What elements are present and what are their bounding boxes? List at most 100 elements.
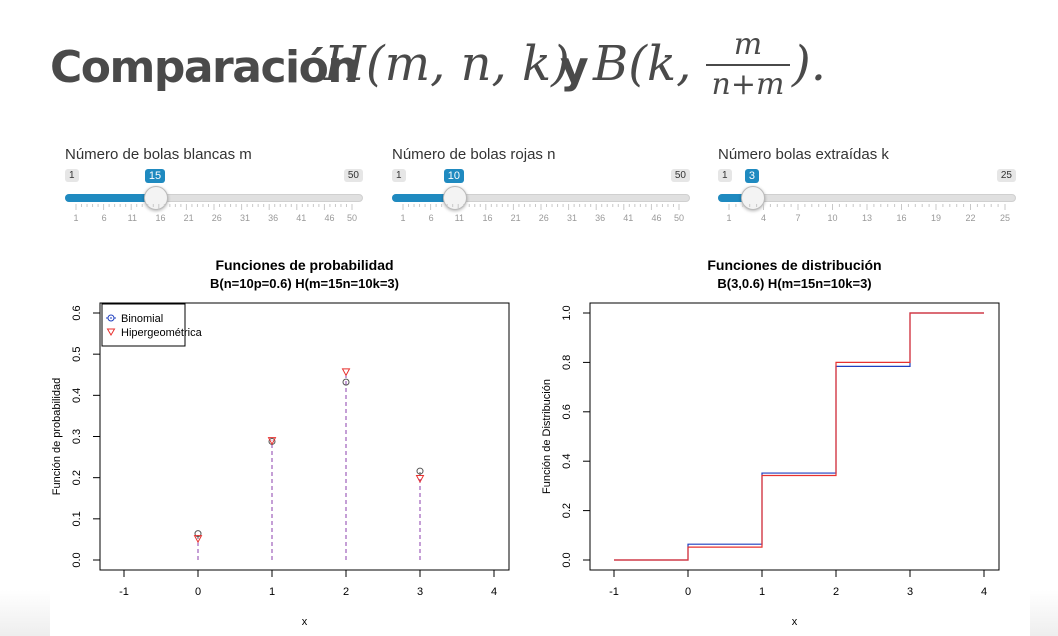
legend-hypergeometric-marker xyxy=(106,328,116,336)
x-tick-label: 2 xyxy=(833,586,839,598)
y-tick-label: 0.8 xyxy=(561,355,573,370)
y-axis-label: Función de probabilidad xyxy=(51,378,63,495)
slider-tick-label: 1 xyxy=(400,213,405,223)
slider-value: 10 xyxy=(443,169,465,183)
legend-hypergeometric-label: Hipergeométrica xyxy=(121,327,203,339)
title-word-comparacion: Comparación xyxy=(50,42,359,93)
hypergeometric-point xyxy=(341,368,351,377)
slider-tick-label: 50 xyxy=(674,213,684,223)
slider-tick-label: 26 xyxy=(212,213,222,223)
slider-label: Número de bolas blancas m xyxy=(65,146,252,163)
chart-subtitle: B(n=10p=0.6) H(m=15n=10k=3) xyxy=(210,276,399,291)
slider-tick-label: 31 xyxy=(240,213,250,223)
slider-tick-label: 41 xyxy=(296,213,306,223)
slider-tick-label: 22 xyxy=(965,213,975,223)
binomial-point xyxy=(194,530,202,538)
slider-ticks: 1 6 11 16 21 26 31 36 41 46 50 xyxy=(400,204,684,223)
slider-ticks: 1 4 7 10 13 16 19 22 25 xyxy=(726,204,1010,223)
title-fraction: m n+m xyxy=(706,28,790,102)
slider-extracted-balls[interactable]: Número bolas extraídas k 1 25 3 1 4 7 10 13 1… xyxy=(718,146,1016,226)
slider-tick-label: 50 xyxy=(347,213,357,223)
slider-value: 15 xyxy=(144,169,166,183)
slider-value: 3 xyxy=(744,169,760,183)
page-shade-left xyxy=(0,590,50,636)
slider-tick-label: 36 xyxy=(595,213,605,223)
slider-tick-label: 4 xyxy=(761,213,766,223)
slider-max: 50 xyxy=(670,169,690,182)
x-tick-label: 3 xyxy=(907,586,913,598)
y-tick-label: 0.1 xyxy=(71,511,83,526)
slider-fill xyxy=(392,194,454,202)
slider-tick-label: 6 xyxy=(102,213,107,223)
title-math-binomial: B(k, xyxy=(593,36,692,92)
x-tick-label: -1 xyxy=(609,586,619,598)
slider-tick-label: 36 xyxy=(268,213,278,223)
slider-tick-label: 21 xyxy=(184,213,194,223)
legend-binomial-label: Binomial xyxy=(121,313,163,325)
title-math-hypergeometric: H(m, n, k) xyxy=(324,36,570,92)
slider-handle[interactable] xyxy=(740,186,765,210)
slider-max: 50 xyxy=(343,169,363,182)
slider-tick-label: 7 xyxy=(795,213,800,223)
hypergeometric-point xyxy=(193,535,203,544)
hypergeometric-cdf-line xyxy=(614,312,984,561)
y-tick-label: 1.0 xyxy=(561,305,573,320)
slider-label: Número bolas extraídas k xyxy=(718,146,889,163)
hypergeometric-point xyxy=(415,474,425,484)
x-tick-label: 1 xyxy=(269,586,275,598)
slider-tick-label: 16 xyxy=(155,213,165,223)
y-tick-label: 0.5 xyxy=(71,347,83,362)
slider-tick-label: 31 xyxy=(567,213,577,223)
binomial-cdf-line xyxy=(614,312,984,561)
y-axis-label: Función de Distribución xyxy=(541,379,553,494)
slider-tick-label: 6 xyxy=(429,213,434,223)
y-tick-label: 0.0 xyxy=(71,552,83,567)
page-shade-right xyxy=(1030,590,1058,636)
x-tick-label: 2 xyxy=(343,586,349,598)
y-tick-label: 0.4 xyxy=(71,388,83,403)
slider-tick-label: 46 xyxy=(324,213,334,223)
slider-fill xyxy=(718,194,752,202)
slider-ticks: 1 6 11 16 21 26 31 36 41 46 50 xyxy=(73,204,357,223)
slider-tick-label: 41 xyxy=(623,213,633,223)
slider-max: 25 xyxy=(996,169,1016,182)
hypergeometric-point xyxy=(267,437,277,446)
slider-tick-label: 1 xyxy=(73,213,78,223)
slider-tick-label: 26 xyxy=(539,213,549,223)
slider-tick-label: 1 xyxy=(726,213,731,223)
slider-white-balls[interactable]: Número de bolas blancas m 1 50 15 1 6 11 16… xyxy=(65,146,363,226)
y-tick-label: 0.0 xyxy=(561,552,573,567)
y-tick-label: 0.6 xyxy=(71,305,83,320)
legend-box xyxy=(101,303,186,347)
slider-handle[interactable] xyxy=(143,186,168,210)
chart-subtitle: B(3,0.6) H(m=15n=10k=3) xyxy=(717,276,871,291)
slider-tick-label: 11 xyxy=(455,213,464,223)
slider-min: 1 xyxy=(65,169,79,182)
binomial-point xyxy=(416,467,424,475)
x-tick-label: 0 xyxy=(685,586,691,598)
slider-tick-label: 25 xyxy=(1000,213,1010,223)
slider-tick-label: 11 xyxy=(128,213,137,223)
slider-fill xyxy=(65,194,155,202)
fraction-bar xyxy=(706,64,790,66)
x-axis-label: x xyxy=(792,616,798,628)
y-tick-label: 0.2 xyxy=(71,470,83,485)
title-word-y: y xyxy=(560,42,589,93)
x-tick-label: 4 xyxy=(981,586,987,598)
slider-min: 1 xyxy=(392,169,406,182)
y-tick-label: 0.4 xyxy=(561,454,573,469)
slider-tick-label: 16 xyxy=(482,213,492,223)
chart-title: Funciones de distribución xyxy=(707,257,881,273)
slider-tick-label: 21 xyxy=(511,213,521,223)
chart-title: Funciones de probabilidad xyxy=(215,257,393,273)
y-tick-label: 0.2 xyxy=(561,503,573,518)
slider-tick-label: 19 xyxy=(931,213,941,223)
binomial-point xyxy=(342,378,350,386)
slider-tick-label: 46 xyxy=(651,213,661,223)
x-axis-label: x xyxy=(302,616,308,628)
y-tick-label: 0.3 xyxy=(71,429,83,444)
slider-red-balls[interactable]: Número de bolas rojas n 1 50 10 1 6 11 16 21… xyxy=(392,146,690,226)
x-tick-label: 3 xyxy=(417,586,423,598)
plot-frame xyxy=(589,302,1000,571)
slider-min: 1 xyxy=(718,169,732,182)
